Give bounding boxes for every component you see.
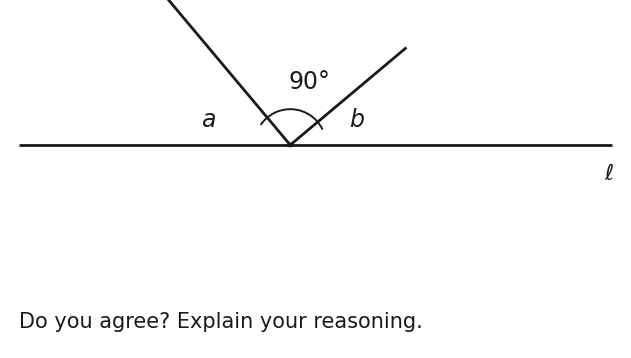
Text: Do you agree? Explain your reasoning.: Do you agree? Explain your reasoning.	[19, 312, 423, 332]
Text: b: b	[349, 108, 364, 132]
Text: ℓ: ℓ	[604, 164, 613, 184]
Text: 90°: 90°	[288, 70, 330, 95]
Text: a: a	[201, 108, 215, 132]
Circle shape	[287, 143, 293, 147]
